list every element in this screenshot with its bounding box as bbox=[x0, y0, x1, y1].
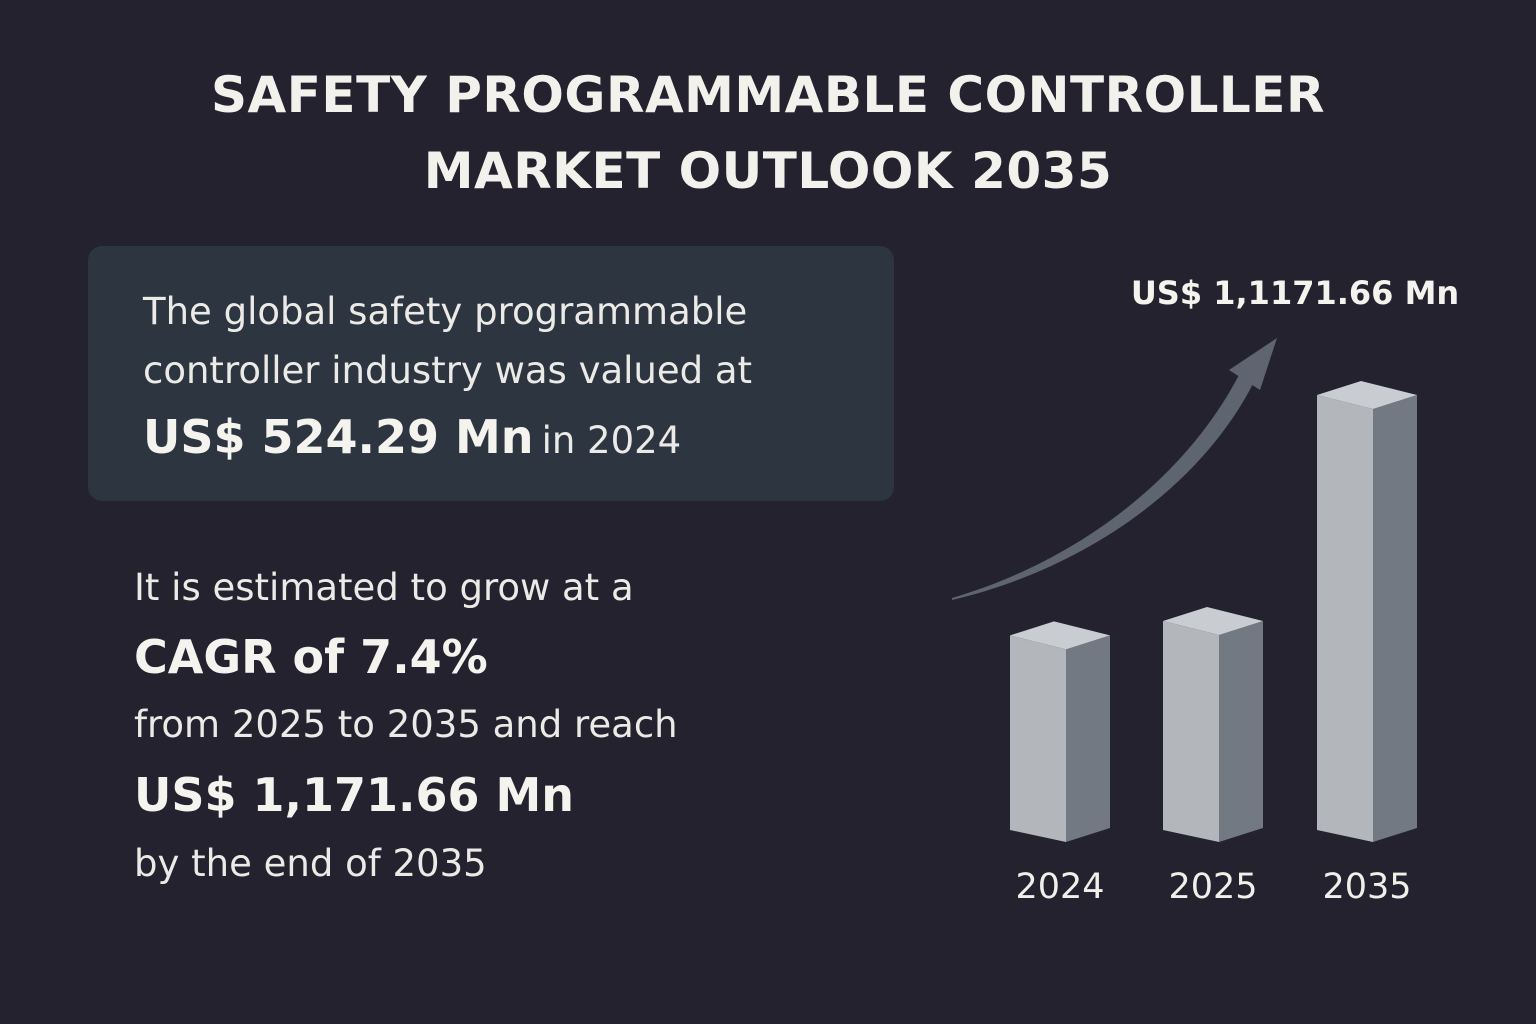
bar-side-2025 bbox=[1219, 620, 1263, 842]
bar-2025 bbox=[1163, 606, 1263, 842]
trend-arrow-head-icon bbox=[1229, 338, 1277, 390]
info-value-line: US$ 524.29 Mn in 2024 bbox=[143, 410, 681, 464]
bar-top-2035 bbox=[1317, 381, 1417, 409]
growth-text-line-3: from 2025 to 2035 and reach bbox=[134, 703, 678, 746]
bar-side-2035 bbox=[1373, 395, 1417, 842]
x-axis-labels: 2024 2025 2035 bbox=[1015, 867, 1411, 907]
x-tick-label: 2025 bbox=[1168, 867, 1257, 907]
page-title-line-2: MARKET OUTLOOK 2035 bbox=[423, 142, 1113, 200]
info-text-line-2: controller industry was valued at bbox=[143, 349, 753, 392]
cagr-value: CAGR of 7.4% bbox=[134, 630, 488, 684]
bar-top-2025 bbox=[1163, 606, 1263, 635]
growth-text-line-1: It is estimated to grow at a bbox=[134, 566, 634, 609]
x-tick-label: 2035 bbox=[1322, 867, 1411, 907]
bar-2024 bbox=[1010, 621, 1110, 842]
bar-front-2024 bbox=[1010, 635, 1066, 842]
trend-arrow bbox=[952, 373, 1255, 600]
bar-2035 bbox=[1317, 381, 1417, 842]
market-value-2035: US$ 1,171.66 Mn bbox=[134, 768, 575, 822]
chart-value-annotation: US$ 1,1171.66 Mn bbox=[1131, 274, 1459, 312]
bar-front-2025 bbox=[1163, 620, 1219, 842]
x-tick-label: 2024 bbox=[1015, 867, 1104, 907]
bar-front-2035 bbox=[1317, 395, 1373, 842]
growth-text-line-5: by the end of 2035 bbox=[134, 842, 487, 885]
bar-top-2024 bbox=[1010, 621, 1110, 650]
info-text-line-1: The global safety programmable bbox=[143, 290, 748, 333]
bars-layer bbox=[1010, 381, 1417, 842]
page-title-line-1: SAFETY PROGRAMMABLE CONTROLLER bbox=[211, 66, 1325, 124]
market-value-box: The global safety programmable controlle… bbox=[88, 246, 894, 501]
bar-side-2024 bbox=[1066, 635, 1110, 842]
market-value-2024: US$ 524.29 Mn bbox=[143, 410, 534, 464]
market-value-year: in 2024 bbox=[541, 419, 682, 462]
